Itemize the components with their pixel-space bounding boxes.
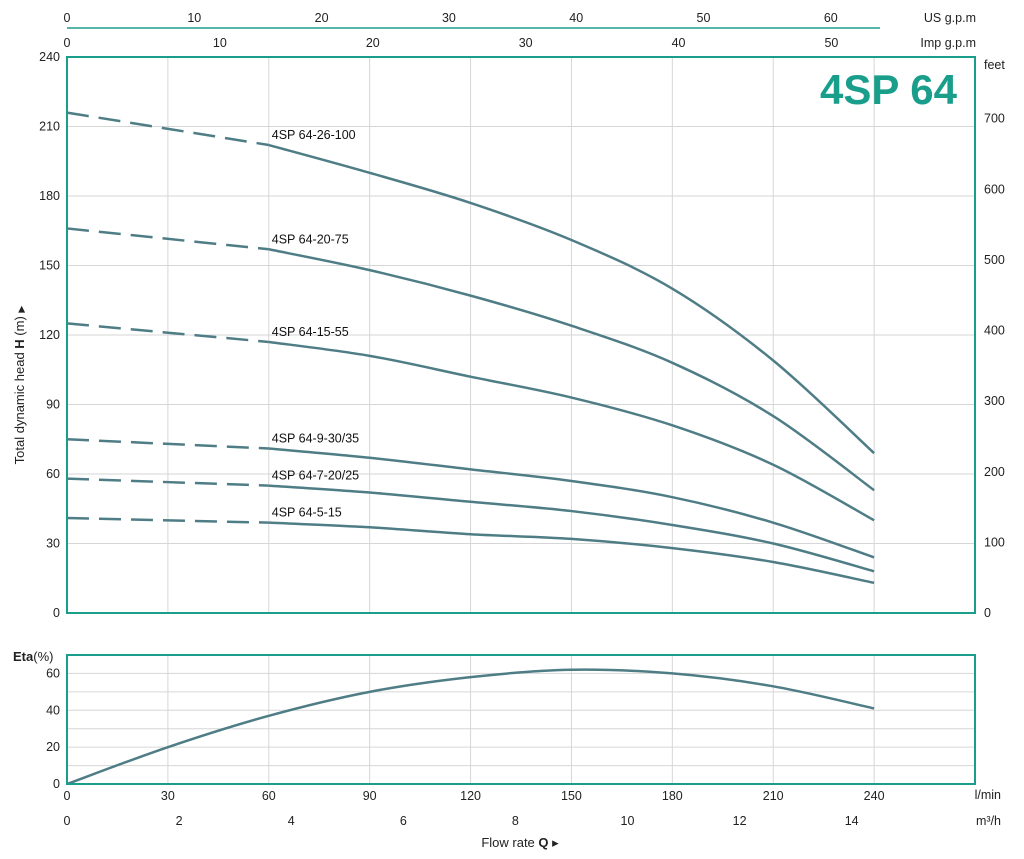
lmin-xtick-label: 90 xyxy=(363,789,377,803)
curve-label: 4SP 64-20-75 xyxy=(272,232,349,246)
m3h-xtick-label: 12 xyxy=(733,814,747,828)
curve-label: 4SP 64-7-20/25 xyxy=(272,469,359,483)
feet-ytick-label: 500 xyxy=(984,253,1005,267)
feet-ytick-label: 300 xyxy=(984,394,1005,408)
head-ytick-label: 120 xyxy=(39,328,60,342)
usgpm-xtick-label: 20 xyxy=(315,11,329,25)
flow-axis-title: Flow rate Q ▸ xyxy=(481,835,559,850)
lmin-xtick-label: 150 xyxy=(561,789,582,803)
feet-ytick-label: 400 xyxy=(984,324,1005,338)
usgpm-xtick-label: 0 xyxy=(64,11,71,25)
lmin-xtick-label: 0 xyxy=(64,789,71,803)
curve-dashed-4sp-64-26-100 xyxy=(66,111,269,147)
m3h-unit-label: m³/h xyxy=(976,814,1001,828)
head-chart-frame xyxy=(66,56,976,614)
eta-axis-title: Eta(%) xyxy=(13,649,53,664)
flow-axis-title-xlabel-symbol: Q xyxy=(538,835,548,850)
curve-label: 4SP 64-15-55 xyxy=(272,325,349,339)
lmin-xtick-label: 30 xyxy=(161,789,175,803)
curve-4sp-64-9-30-35 xyxy=(268,447,875,559)
impgpm-xtick-label: 10 xyxy=(213,36,227,50)
curve-dashed-4sp-64-15-55 xyxy=(66,322,269,344)
lmin-xtick-label: 240 xyxy=(864,789,885,803)
eta-chart-frame xyxy=(66,654,976,785)
head-axis-title-ylabel-unit: (m) xyxy=(12,313,27,340)
head-ytick-label: 150 xyxy=(39,259,60,273)
head-ytick-label: 60 xyxy=(46,467,60,481)
head-ytick-label: 90 xyxy=(46,398,60,412)
m3h-xtick-label: 2 xyxy=(176,814,183,828)
impgpm-xtick-label: 40 xyxy=(672,36,686,50)
impgpm-unit-label: Imp g.p.m xyxy=(920,36,976,50)
m3h-xtick-label: 0 xyxy=(64,814,71,828)
curve-dashed-4sp-64-20-75 xyxy=(66,227,269,251)
head-ytick-label: 240 xyxy=(39,50,60,64)
curve-dashed-4sp-64-7-20-25 xyxy=(66,477,269,487)
eta-axis-title-unit: (%) xyxy=(33,649,53,664)
head-ytick-label: 180 xyxy=(39,189,60,203)
curve-label: 4SP 64-9-30/35 xyxy=(272,432,359,446)
lmin-xtick-label: 180 xyxy=(662,789,683,803)
m3h-xtick-label: 6 xyxy=(400,814,407,828)
impgpm-xtick-label: 20 xyxy=(366,36,380,50)
eta-ytick-label: 40 xyxy=(46,703,60,717)
curve-4sp-64-26-100 xyxy=(268,143,875,455)
feet-ytick-label: 600 xyxy=(984,182,1005,196)
usgpm-xtick-label: 50 xyxy=(697,11,711,25)
curve-label: 4SP 64-26-100 xyxy=(272,128,356,142)
head-axis-title-ylabel-text: Total dynamic head xyxy=(12,349,27,465)
eta-axis-title-text: Eta xyxy=(13,649,34,664)
head-ytick-label: 210 xyxy=(39,120,60,134)
flow-axis-title-xlabel-arrow: ▸ xyxy=(549,835,560,850)
curve-4sp-64-20-75 xyxy=(268,248,875,492)
m3h-xtick-label: 10 xyxy=(621,814,635,828)
feet-ytick-label: 100 xyxy=(984,535,1005,549)
m3h-xtick-label: 8 xyxy=(512,814,519,828)
usgpm-xtick-label: 40 xyxy=(569,11,583,25)
curve-dashed-4sp-64-9-30-35 xyxy=(66,438,269,450)
curve-4sp-64-5-15 xyxy=(268,521,875,585)
eta-ytick-label: 60 xyxy=(46,666,60,680)
lmin-xtick-label: 210 xyxy=(763,789,784,803)
lmin-unit-label: l/min xyxy=(975,788,1001,802)
curve-label: 4SP 64-5-15 xyxy=(272,506,342,520)
curve-4sp-64-7-20-25 xyxy=(268,484,875,573)
m3h-xtick-label: 14 xyxy=(845,814,859,828)
usgpm-xtick-label: 30 xyxy=(442,11,456,25)
impgpm-xtick-label: 50 xyxy=(824,36,838,50)
lmin-xtick-label: 60 xyxy=(262,789,276,803)
head-axis-title: Total dynamic head H (m) ▶ xyxy=(12,306,27,465)
flow-axis-title-xlabel-text: Flow rate xyxy=(481,835,538,850)
curve-dashed-4sp-64-5-15 xyxy=(66,516,269,524)
eta-ytick-label: 20 xyxy=(46,740,60,754)
curve-4sp-64-15-55 xyxy=(268,340,875,522)
head-ytick-label: 0 xyxy=(53,606,60,620)
impgpm-xtick-label: 30 xyxy=(519,36,533,50)
usgpm-xtick-label: 60 xyxy=(824,11,838,25)
usgpm-unit-label: US g.p.m xyxy=(924,11,976,25)
feet-ytick-label: 200 xyxy=(984,465,1005,479)
head-axis-title-ylabel-symbol: H xyxy=(12,339,27,348)
usgpm-xtick-label: 10 xyxy=(187,11,201,25)
head-ytick-label: 30 xyxy=(46,537,60,551)
feet-ytick-label: 700 xyxy=(984,112,1005,126)
feet-unit-label: feet xyxy=(984,58,1005,72)
chart-title: 4SP 64 xyxy=(820,66,958,113)
eta-curve xyxy=(66,668,875,786)
impgpm-xtick-label: 0 xyxy=(64,36,71,50)
lmin-xtick-label: 120 xyxy=(460,789,481,803)
feet-ytick-label: 0 xyxy=(984,606,991,620)
eta-ytick-label: 0 xyxy=(53,777,60,791)
head-axis-title-ylabel-arrow: ▶ xyxy=(16,306,26,313)
m3h-xtick-label: 4 xyxy=(288,814,295,828)
